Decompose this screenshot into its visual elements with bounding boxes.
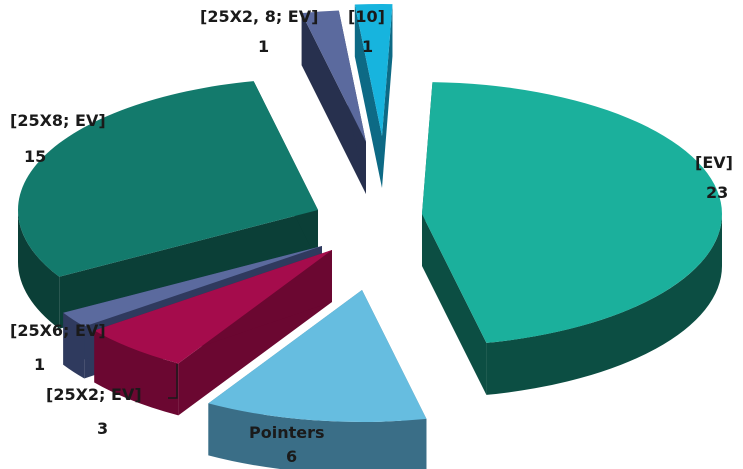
- slice-label-25x2-8-ev: [25X2, 8; EV]: [200, 7, 318, 26]
- slice-label-25x6-ev: [25X6; EV]: [10, 321, 106, 340]
- slice-value-25x2-8-ev: 1: [258, 37, 269, 56]
- slice-value-10: 1: [362, 37, 373, 56]
- slice-value-25x6-ev: 1: [34, 355, 45, 374]
- slice-value-25x2-ev: 3: [97, 419, 108, 438]
- slice-label-ev: [EV]: [695, 153, 733, 172]
- slice-label-25x8-ev: [25X8; EV]: [10, 111, 106, 130]
- slice-label-pointers: Pointers: [249, 423, 325, 442]
- slice-value-ev: 23: [706, 183, 728, 202]
- slice-label-25x2-ev: [25X2; EV]: [46, 385, 142, 404]
- slice-label-10: [10]: [348, 7, 385, 26]
- slice-value-25x8-ev: 15: [24, 147, 46, 166]
- slice-value-pointers: 6: [286, 447, 297, 466]
- pie-slice-0: [422, 82, 722, 395]
